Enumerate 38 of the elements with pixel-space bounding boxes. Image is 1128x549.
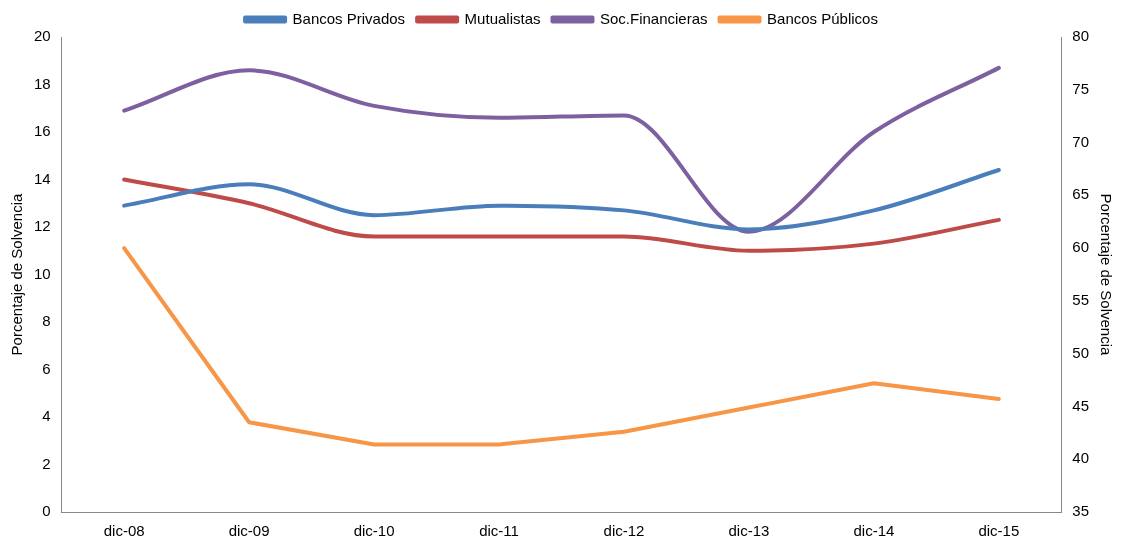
y2-tick-label: 70	[1072, 132, 1089, 150]
y-tick-label: 0	[42, 502, 51, 520]
y-tick-label: 20	[34, 27, 51, 45]
x-tick-label: dic-11	[479, 522, 519, 540]
y-tick-label: 10	[34, 264, 51, 282]
legend-label: Bancos Privados	[292, 9, 406, 27]
y-tick-label: 18	[34, 74, 51, 92]
y-tick-label: 8	[42, 312, 51, 330]
y-tick-label: 14	[34, 169, 51, 187]
x-tick-label: dic-12	[603, 522, 645, 540]
y2-tick-label: 40	[1072, 449, 1089, 467]
y2-tick-label: 80	[1072, 27, 1089, 45]
y2-tick-label: 75	[1072, 79, 1089, 97]
legend-label: Mutualistas	[464, 9, 541, 27]
y-tick-label: 16	[34, 122, 51, 140]
y-tick-label: 6	[42, 359, 51, 377]
y2-tick-label: 45	[1072, 396, 1089, 414]
y2-axis-title: Porcentaje de Solvencia	[1097, 193, 1115, 357]
line-series	[122, 177, 1001, 253]
x-tick-label: dic-08	[103, 522, 145, 540]
y-tick-label: 2	[42, 454, 51, 472]
legend-label: Soc.Financieras	[599, 9, 708, 27]
y2-tick-label: 60	[1072, 238, 1089, 256]
x-tick-label: dic-10	[353, 522, 395, 540]
line-series	[122, 65, 1001, 234]
x-tick-label: dic-09	[228, 522, 270, 540]
y2-tick-label: 65	[1072, 185, 1089, 203]
y2-tick-label: 50	[1072, 343, 1089, 361]
line-series	[122, 168, 1001, 232]
legend-label: Bancos Públicos	[767, 9, 878, 27]
y-tick-label: 12	[34, 217, 51, 235]
y2-tick-label: 35	[1072, 502, 1089, 520]
y-axis-title: Porcentaje de Solvencia	[8, 192, 26, 356]
x-tick-label: dic-15	[978, 522, 1020, 540]
x-tick-label: dic-13	[728, 522, 770, 540]
x-tick-label: dic-14	[853, 522, 895, 540]
y2-tick-label: 55	[1072, 291, 1089, 309]
y-tick-label: 4	[42, 407, 51, 425]
